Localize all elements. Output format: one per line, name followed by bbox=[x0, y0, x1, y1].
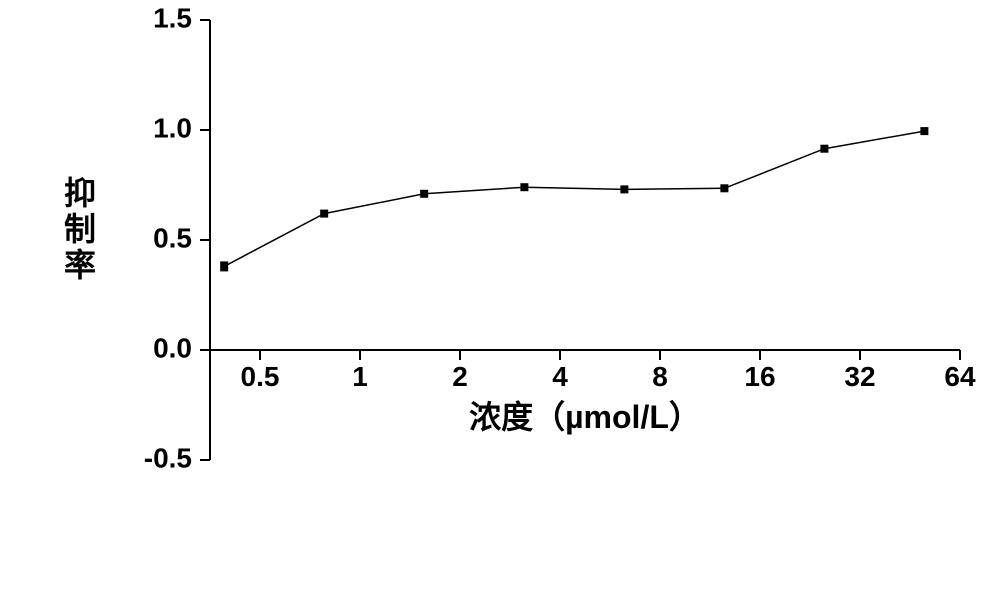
data-marker bbox=[220, 262, 228, 270]
x-tick-label: 8 bbox=[652, 361, 668, 392]
x-tick-label: 1 bbox=[352, 361, 368, 392]
data-marker bbox=[920, 127, 928, 135]
data-marker bbox=[320, 210, 328, 218]
chart-svg: -0.5 0.0 0.5 1.0 1.5 0.5 1 2 4 8 16 32 64 抑制率浓度（µmol/… bbox=[0, 0, 1000, 592]
x-tick-label: 64 bbox=[944, 361, 976, 392]
y-axis-title: 抑制率 bbox=[64, 175, 96, 283]
x-tick-label: 2 bbox=[452, 361, 468, 392]
x-tick-label: 0.5 bbox=[241, 361, 280, 392]
series-line bbox=[224, 131, 924, 266]
chart-root: -0.5 0.0 0.5 1.0 1.5 0.5 1 2 4 8 16 32 64 抑制率浓度（µmol/… bbox=[0, 0, 1000, 592]
x-tick-label: 32 bbox=[844, 361, 875, 392]
y-tick-label: 0.0 bbox=[153, 332, 192, 363]
data-marker bbox=[520, 183, 528, 191]
x-tick-label: 4 bbox=[552, 361, 568, 392]
data-marker bbox=[620, 185, 628, 193]
y-tick-label: -0.5 bbox=[144, 442, 192, 473]
y-tick-label: 0.5 bbox=[153, 222, 192, 253]
x-tick-label: 16 bbox=[744, 361, 775, 392]
data-marker bbox=[820, 145, 828, 153]
y-tick-label: 1.5 bbox=[153, 2, 192, 33]
data-marker bbox=[720, 184, 728, 192]
x-axis-title: 浓度（µmol/L） bbox=[469, 399, 701, 435]
data-marker bbox=[420, 190, 428, 198]
y-tick-label: 1.0 bbox=[153, 112, 192, 143]
